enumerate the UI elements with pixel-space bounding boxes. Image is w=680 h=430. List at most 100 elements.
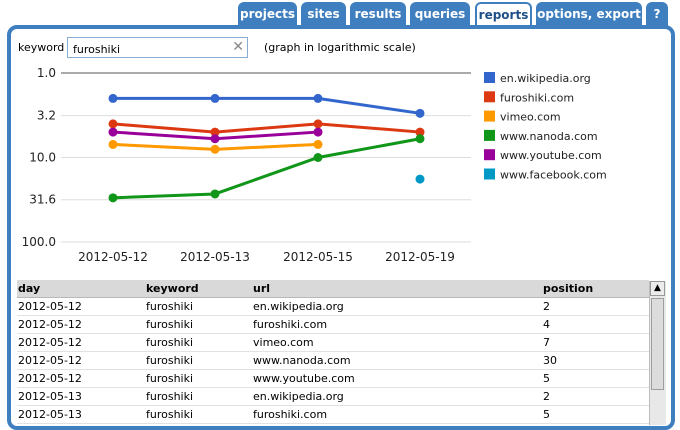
data-point [313,119,323,129]
data-point [415,108,425,118]
table-cell-url: en.wikipedia.org [252,387,542,406]
table-row[interactable]: 2012-05-13 furoshiki furoshiki.com 5 [17,405,649,424]
column-header-position[interactable]: position [542,280,649,298]
column-header-keyword[interactable]: keyword [145,280,252,298]
table-cell-keyword: furoshiki [145,387,252,406]
y-tick-label: 10.0 [29,151,56,165]
column-header-day[interactable]: day [17,280,145,298]
data-point [108,119,118,129]
table-cell-day: 2012-05-12 [17,351,145,370]
data-point [313,153,323,162]
table-cell-day: 2012-05-12 [17,315,145,334]
tab-sites[interactable]: sites [301,2,346,26]
data-point [210,134,220,144]
data-point [210,144,220,154]
table-row[interactable]: 2012-05-12 furoshiki www.nanoda.com 30 [17,351,649,370]
data-point [313,93,323,103]
column-header-url[interactable]: url [252,280,542,298]
table-cell-day: 2012-05-13 [17,405,145,424]
data-point [210,127,220,137]
data-point [415,174,425,184]
legend-swatch [484,129,495,141]
y-tick-label: 1.0 [37,66,56,80]
x-tick-label: 2012-05-12 [78,250,148,264]
series-line [112,137,421,200]
legend-label: www.nanoda.com [500,130,598,143]
data-point [210,189,220,199]
data-point [210,93,220,103]
table-cell-position: 30 [542,351,649,370]
scroll-up-arrow-icon[interactable]: ▲ [650,281,665,296]
table-cell-position: 5 [542,369,649,388]
data-point [108,127,118,137]
table-cell-keyword: furoshiki [145,297,252,316]
table-scrollbar[interactable]: ▲ [649,281,666,425]
tab-results[interactable]: results [350,2,406,26]
data-point [415,127,425,137]
table-row[interactable]: 2012-05-12 furoshiki furoshiki.com 4 [17,315,649,334]
x-tick-label: 2012-05-15 [283,250,353,264]
y-tick-label: 100.0 [22,235,56,249]
table-row[interactable]: 2012-05-12 furoshiki vimeo.com 7 [17,333,649,352]
table-cell-keyword: furoshiki [145,315,252,334]
legend-label: www.facebook.com [500,169,607,182]
table-cell-url: en.wikipedia.org [252,297,542,316]
legend-label: www.youtube.com [500,149,602,162]
table-cell-position: 2 [542,387,649,406]
keyword-label: keyword [18,41,65,54]
tab-options-export[interactable]: options, export [536,2,642,26]
y-tick-label: 31.6 [29,193,56,207]
legend-swatch [484,91,495,103]
table-cell-url: www.nanoda.com [252,351,542,370]
tab-reports[interactable]: reports [475,2,532,28]
data-point [108,139,118,149]
keyword-input[interactable] [69,40,227,59]
table-row[interactable]: 2012-05-12 furoshiki www.youtube.com 5 [17,369,649,388]
table-row[interactable]: 2012-05-13 furoshiki en.wikipedia.org 2 [17,387,649,406]
keyword-field: ✕ [67,37,248,59]
table-cell-day: 2012-05-12 [17,333,145,352]
x-tick-label: 2012-05-19 [385,250,455,264]
table-cell-keyword: furoshiki [145,333,252,352]
table-cell-position: 7 [542,333,649,352]
tab-help[interactable]: ? [646,2,668,26]
tab-queries[interactable]: queries [410,2,470,26]
table-cell-position: 5 [542,405,649,424]
table-cell-url: furoshiki.com [252,405,542,424]
tab-projects[interactable]: projects [238,2,297,26]
legend-swatch [484,168,495,180]
data-point [313,139,323,149]
scrollbar-thumb[interactable] [651,298,664,390]
legend-label: en.wikipedia.org [500,72,591,85]
data-point [108,93,118,103]
table-cell-keyword: furoshiki [145,351,252,370]
data-point [313,127,323,137]
data-point [108,193,118,203]
table-cell-day: 2012-05-12 [17,369,145,388]
table-cell-url: vimeo.com [252,333,542,352]
table-row[interactable]: 2012-05-12 furoshiki en.wikipedia.org 2 [17,297,649,316]
data-point [415,134,425,144]
ranking-chart: 1.0 3.2 10.0 31.6 100.0 2012-05-12 2012-05-13 2… [22,66,607,264]
table-cell-keyword: furoshiki [145,405,252,424]
legend-label: furoshiki.com [500,91,574,104]
graph-scale-note: (graph in logarithmic scale) [264,41,416,54]
table-cell-url: www.youtube.com [252,369,542,388]
table-cell-url: furoshiki.com [252,315,542,334]
table-cell-keyword: furoshiki [145,369,252,388]
results-table: day keyword url position 2012-05-12 furos… [17,280,667,425]
table-cell-day: 2012-05-13 [17,387,145,406]
legend-swatch [484,149,495,161]
series-line [112,122,421,134]
series-line [113,96,421,115]
table-header-row: day keyword url position [17,280,649,298]
legend-swatch [484,110,495,122]
table-cell-position: 2 [542,297,649,316]
x-tick-label: 2012-05-13 [180,250,250,264]
table-cell-position: 4 [542,315,649,334]
close-icon[interactable]: ✕ [232,39,244,55]
legend-label: vimeo.com [500,111,561,124]
legend-swatch [484,72,495,83]
table-cell-day: 2012-05-12 [17,297,145,316]
y-tick-label: 3.2 [37,109,56,123]
